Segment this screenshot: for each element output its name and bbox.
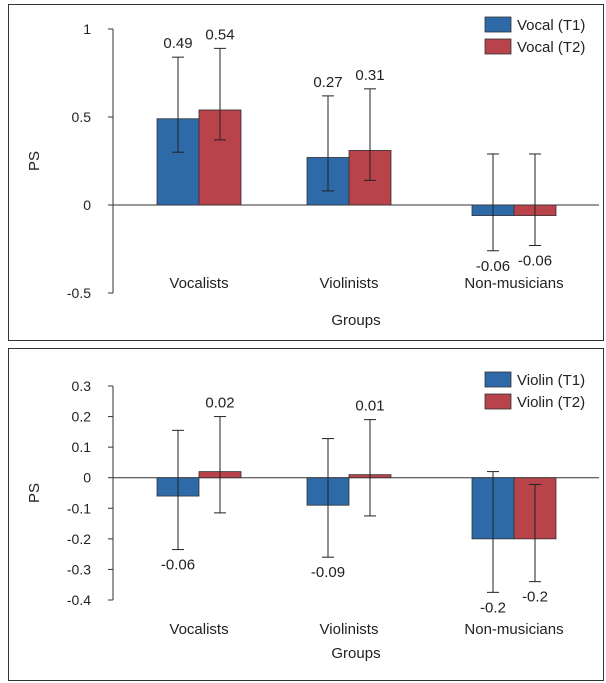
- category-label: Vocalists: [169, 621, 228, 638]
- data-label: 0.01: [355, 398, 384, 415]
- legend-swatch: [484, 393, 512, 410]
- chart-vocal: 1 0.5 0 -0.5 0.49 0.27 -0.06 0.54 0.31 -0.06 Vocal…: [26, 16, 599, 329]
- x-axis-label: Groups: [331, 312, 380, 329]
- data-label: -0.2: [522, 589, 548, 606]
- data-label: 0.02: [205, 395, 234, 412]
- y-tick-label: 0.3: [72, 378, 92, 394]
- legend-label: Vocal (T2): [517, 39, 585, 56]
- legend-swatch: [484, 16, 512, 33]
- data-label: 0.49: [163, 35, 192, 52]
- legend-label: Violin (T2): [517, 394, 585, 411]
- legend-label: Vocal (T1): [517, 17, 585, 34]
- chart-panel-vocal: 1 0.5 0 -0.5 0.49 0.27 -0.06 0.54 0.31 -0.06 Vocal…: [8, 4, 604, 341]
- category-label: Vocalists: [169, 275, 228, 292]
- y-axis-label: PS: [26, 483, 43, 503]
- chart-violin: 0.3 0.2 0.1 0 -0.1 -0.2 -0.3 -0.4 -0.06 -0.09 -0.2…: [26, 371, 599, 662]
- y-tick-label: 0.5: [72, 109, 92, 125]
- y-tick-label: 0: [83, 197, 91, 213]
- data-label: -0.06: [518, 252, 552, 269]
- category-label: Non-musicians: [464, 275, 563, 292]
- y-tick-label: -0.1: [67, 500, 91, 516]
- data-label: -0.09: [311, 564, 345, 581]
- x-axis-label: Groups: [331, 645, 380, 662]
- y-tick-label: 1: [83, 21, 91, 37]
- legend-swatch: [484, 371, 512, 388]
- data-label: 0.31: [355, 67, 384, 84]
- legend-label: Violin (T1): [517, 372, 585, 389]
- y-tick-label: -0.3: [67, 561, 91, 577]
- data-label: 0.27: [313, 74, 342, 91]
- y-tick-label: 0.1: [72, 439, 92, 455]
- chart-panel-violin: 0.3 0.2 0.1 0 -0.1 -0.2 -0.3 -0.4 -0.06 -0.09 -0.2…: [8, 348, 604, 681]
- category-label: Non-musicians: [464, 621, 563, 638]
- y-tick-label: 0.2: [72, 409, 92, 425]
- data-label: 0.54: [205, 26, 234, 43]
- y-axis-label: PS: [26, 151, 43, 171]
- legend-swatch: [484, 38, 512, 55]
- y-tick-label: 0: [83, 470, 91, 486]
- data-label: -0.06: [476, 258, 510, 275]
- data-label: -0.2: [480, 599, 506, 616]
- y-tick-label: -0.2: [67, 531, 91, 547]
- category-label: Violinists: [320, 275, 379, 292]
- category-label: Violinists: [320, 621, 379, 638]
- y-tick-label: -0.4: [67, 592, 91, 608]
- y-tick-label: -0.5: [67, 285, 91, 301]
- data-label: -0.06: [161, 557, 195, 574]
